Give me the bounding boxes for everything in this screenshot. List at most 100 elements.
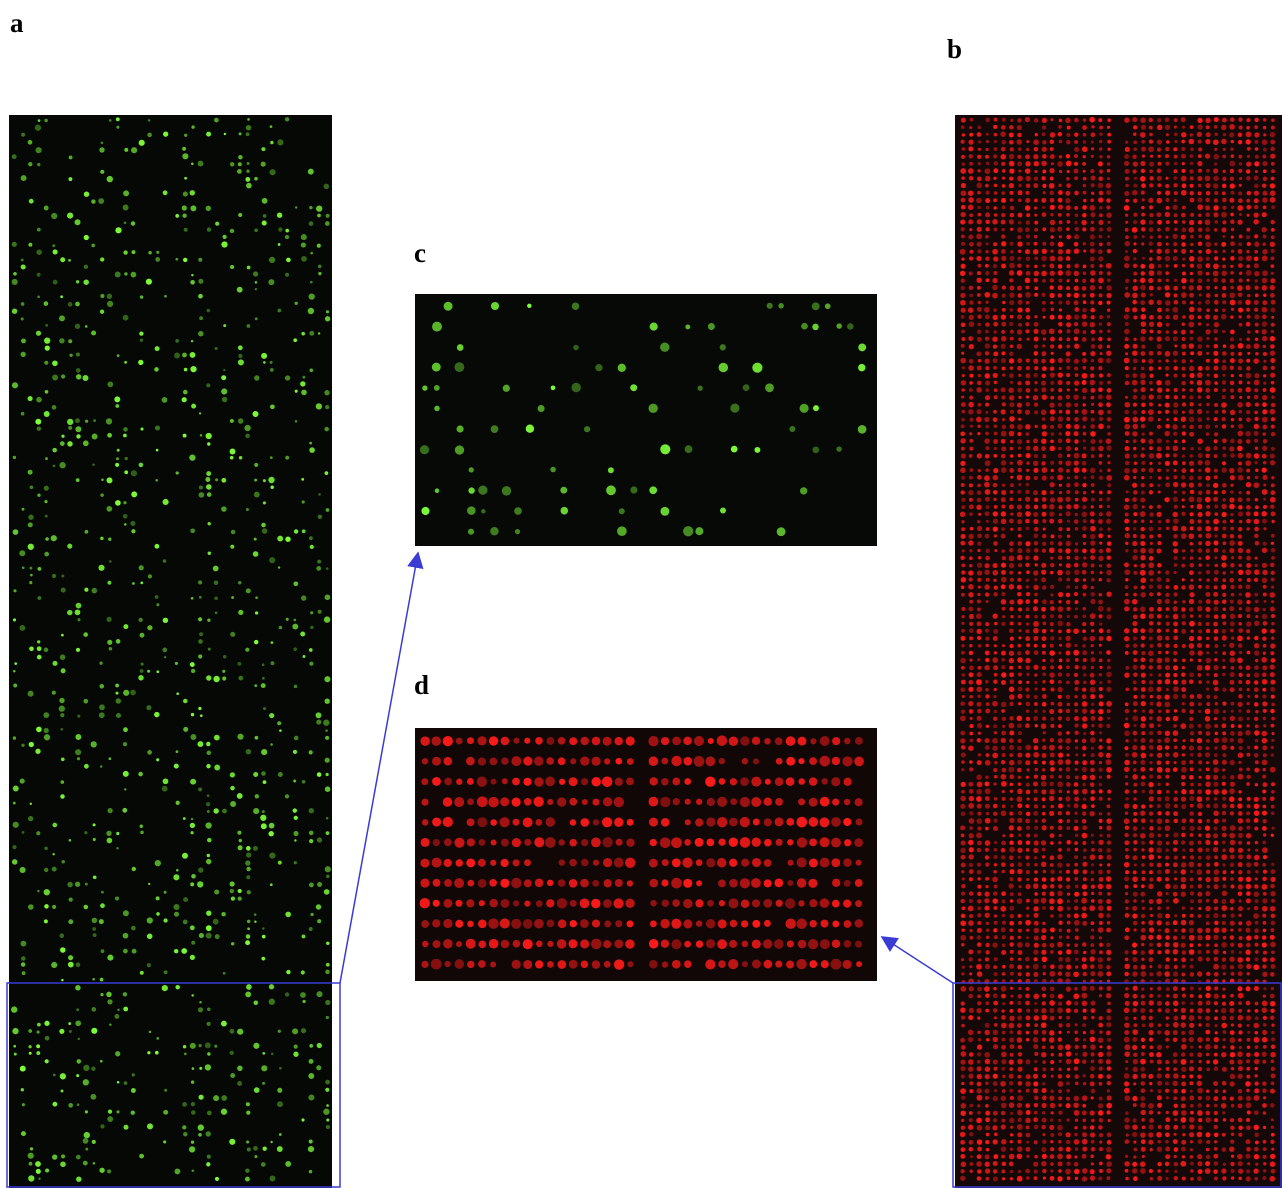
microarray-spot [115, 639, 121, 644]
microarray-spot [1172, 920, 1178, 926]
microarray-spot [261, 220, 267, 226]
microarray-spot [1206, 344, 1210, 348]
microarray-spot [270, 140, 274, 145]
microarray-spot [1106, 344, 1111, 349]
microarray-spot [1040, 774, 1047, 781]
microarray-spot [1164, 124, 1171, 130]
microarray-spot [1074, 607, 1079, 611]
microarray-spot [985, 928, 990, 932]
microarray-spot [1033, 804, 1039, 809]
microarray-spot [268, 984, 275, 990]
microarray-spot [1017, 738, 1022, 743]
microarray-spot [1066, 416, 1071, 422]
microarray-spot [976, 607, 981, 612]
microarray-spot [1246, 745, 1251, 750]
microarray-spot [162, 778, 169, 785]
microarray-spot [1000, 927, 1006, 933]
microarray-spot [325, 969, 330, 975]
microarray-spot [1048, 183, 1055, 189]
microarray-spot [1001, 840, 1006, 846]
microarray-spot [43, 727, 49, 734]
microarray-spot [1237, 635, 1243, 642]
microarray-spot [1261, 416, 1268, 423]
microarray-spot [115, 698, 122, 704]
microarray-spot [1066, 665, 1070, 670]
microarray-spot [1065, 540, 1072, 547]
microarray-spot [1017, 591, 1022, 597]
microarray-spot [1042, 519, 1047, 524]
microarray-spot [1090, 592, 1096, 597]
microarray-spot [1148, 899, 1154, 904]
microarray-spot [1253, 861, 1259, 867]
microarray-spot [99, 309, 105, 314]
microarray-spot [1172, 255, 1178, 262]
microarray-spot [1074, 226, 1079, 232]
microarray-spot [1024, 249, 1031, 255]
microarray-spot [246, 919, 251, 924]
microarray-spot [1173, 855, 1178, 860]
microarray-spot [1189, 694, 1195, 699]
microarray-spot [1065, 496, 1071, 502]
microarray-spot [1245, 452, 1252, 459]
microarray-spot [1214, 402, 1219, 408]
microarray-spot [1041, 132, 1046, 137]
microarray-spot [1017, 693, 1023, 699]
microarray-spot [324, 757, 330, 763]
microarray-spot [174, 1168, 181, 1175]
microarray-spot [1157, 307, 1162, 313]
microarray-spot [1157, 789, 1162, 795]
microarray-spot [1032, 249, 1039, 255]
microarray-spot [1141, 359, 1146, 363]
microarray-spot [1156, 804, 1161, 809]
microarray-spot [20, 175, 27, 182]
microarray-spot [969, 724, 974, 729]
microarray-spot [1221, 395, 1226, 400]
microarray-spot [1090, 358, 1095, 363]
microarray-spot [1106, 913, 1111, 918]
microarray-spot [325, 310, 330, 314]
microarray-spot [99, 683, 105, 689]
microarray-spot [1140, 124, 1146, 130]
microarray-spot [206, 910, 212, 916]
microarray-spot [214, 346, 218, 351]
microarray-spot [984, 781, 990, 787]
microarray-spot [1058, 409, 1063, 414]
microarray-spot [1189, 197, 1195, 203]
microarray-spot [1165, 161, 1170, 166]
microarray-spot [1156, 635, 1163, 641]
microarray-spot [1222, 329, 1226, 334]
microarray-spot [1132, 636, 1138, 641]
microarray-spot [292, 808, 298, 813]
microarray-spot [1262, 388, 1267, 392]
microarray-spot [198, 654, 203, 659]
microarray-spot [1173, 592, 1178, 597]
microarray-spot [189, 1042, 196, 1049]
microarray-spot [1197, 606, 1203, 612]
microarray-spot [1270, 219, 1275, 225]
microarray-spot [1246, 518, 1251, 524]
microarray-spot [1221, 723, 1227, 729]
microarray-spot [1165, 226, 1170, 232]
microarray-spot [1181, 395, 1186, 399]
microarray-spot [1016, 474, 1023, 481]
microarray-spot [1106, 125, 1111, 129]
microarray-spot [260, 823, 267, 830]
microarray-spot [1073, 270, 1080, 277]
microarray-spot [985, 643, 989, 648]
microarray-spot [1181, 613, 1186, 619]
microarray-spot [1205, 432, 1210, 436]
microarray-spot [1124, 811, 1129, 815]
microarray-spot [1214, 381, 1218, 385]
microarray-spot [1009, 351, 1014, 357]
microarray-spot [1001, 943, 1006, 947]
microarray-spot [1205, 183, 1211, 189]
microarray-spot [1048, 547, 1055, 554]
microarray-spot [1157, 840, 1163, 846]
microarray-spot [1239, 519, 1243, 524]
microarray-spot [1246, 198, 1251, 203]
microarray-spot [1082, 636, 1087, 641]
microarray-spot [1222, 453, 1227, 458]
microarray-spot [1041, 825, 1047, 831]
microarray-spot [1025, 591, 1031, 597]
microarray-spot [977, 271, 981, 276]
